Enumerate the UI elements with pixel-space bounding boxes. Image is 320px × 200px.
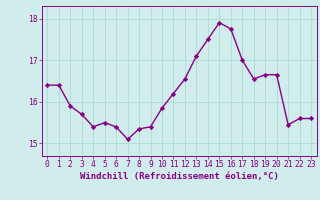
X-axis label: Windchill (Refroidissement éolien,°C): Windchill (Refroidissement éolien,°C) [80,172,279,181]
